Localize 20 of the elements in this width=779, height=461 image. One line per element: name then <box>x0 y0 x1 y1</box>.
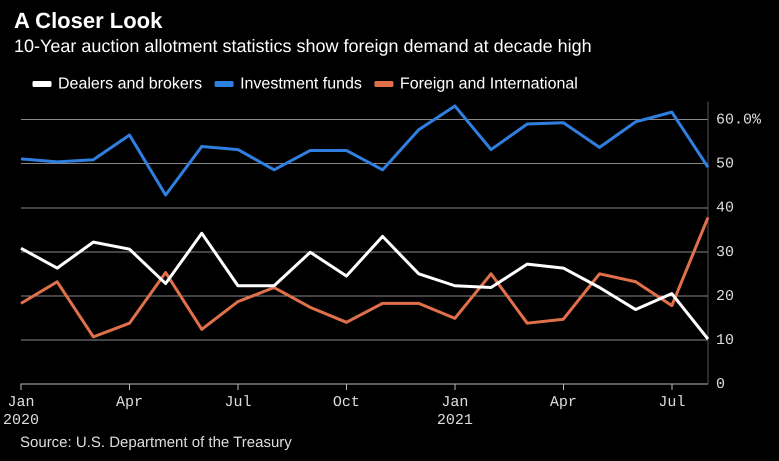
x-tick-label: Jan 2021 <box>436 394 473 429</box>
x-tick-label: Apr <box>116 394 143 411</box>
y-tick-label: 10 <box>716 332 734 349</box>
x-tick-label: Apr <box>550 394 577 411</box>
x-tick-label: Jan 2020 <box>2 394 40 429</box>
legend-label: Investment funds <box>240 75 362 92</box>
legend-label: Dealers and brokers <box>58 75 202 92</box>
x-tick-label: Oct <box>332 394 360 411</box>
chart-title: A Closer Look <box>14 8 162 34</box>
y-tick-label: 50 <box>716 156 734 173</box>
x-tick-label: Jul <box>224 394 252 411</box>
y-tick-label: 30 <box>716 244 734 261</box>
source-note: Source: U.S. Department of the Treasury <box>20 434 292 451</box>
y-tick-label: 40 <box>716 200 734 217</box>
y-tick-label: 20 <box>716 288 734 305</box>
y-tick-label: 60.0% <box>716 112 762 129</box>
chart-subtitle: 10-Year auction allotment statistics show foreign demand at decade high <box>14 36 592 57</box>
x-tick-label: Jul <box>658 394 686 411</box>
legend-label: Foreign and International <box>400 75 578 92</box>
y-tick-label: 0 <box>716 376 726 393</box>
